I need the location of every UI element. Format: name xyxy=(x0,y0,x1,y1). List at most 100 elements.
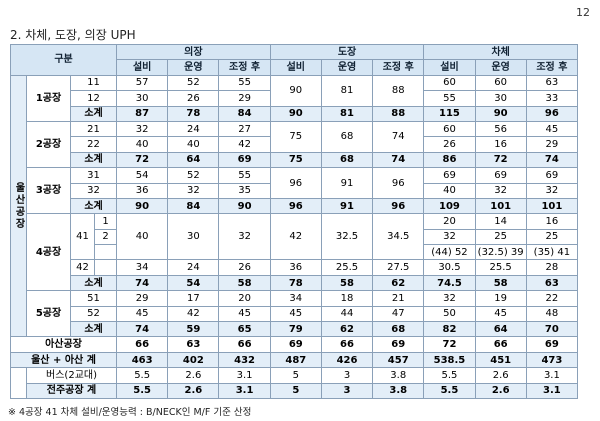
value-cell: 91 xyxy=(320,167,374,199)
value-cell: 30 xyxy=(116,90,169,107)
value-cell: 96 xyxy=(372,197,425,215)
value-cell: 66 xyxy=(218,336,271,353)
region-label: 울산공장 xyxy=(10,74,27,338)
value-cell: 66 xyxy=(320,336,374,353)
value-cell: 26 xyxy=(167,90,220,107)
value-cell: 32 xyxy=(218,213,271,261)
value-cell: 45 xyxy=(525,120,579,138)
value-cell: 60 xyxy=(474,74,527,92)
header-section: 도장 xyxy=(269,43,425,61)
value-cell: 3 xyxy=(320,367,374,384)
total-label: 울산 + 아산 계 xyxy=(9,351,118,369)
value-cell: 463 xyxy=(116,351,169,369)
line-row: 4공장 41 1 40 30 32 42 32.5 34.5 20 14 16 xyxy=(11,213,579,292)
value-cell: 473 xyxy=(525,351,579,369)
value-cell: 69 xyxy=(423,167,476,184)
value-cell: 55 xyxy=(218,74,271,92)
line-row: 2공장 21 32 24 27 75 68 74 60 56 45 xyxy=(11,120,579,169)
value-cell: 29 xyxy=(525,136,579,153)
jeonju-label: 버스(2교대) xyxy=(25,367,118,384)
value-cell: 5.5 xyxy=(116,382,169,399)
value-cell: 74 xyxy=(525,151,579,169)
value-cell: 2.6 xyxy=(474,367,527,384)
value-cell: 50 xyxy=(423,305,476,323)
subtotal-label: 소계 xyxy=(69,274,118,292)
line-label: 12 xyxy=(69,90,118,107)
value-cell: 40 xyxy=(167,136,220,153)
line-row: 32 36 32 35 40 32 32 xyxy=(11,182,579,199)
value-cell: 3.1 xyxy=(218,367,271,384)
value-cell: 457 xyxy=(372,351,425,369)
value-cell: 52 xyxy=(167,167,220,184)
value-cell: 25 xyxy=(525,228,579,246)
line-row: 12 30 26 29 55 30 33 xyxy=(11,90,579,107)
value-cell: 70 xyxy=(525,321,579,338)
value-cell: 101 xyxy=(525,197,579,215)
value-cell: 27.5 xyxy=(372,259,425,276)
sub-line-label: 2 xyxy=(93,228,118,246)
value-cell: 18 xyxy=(320,290,374,307)
value-cell: 5.5 xyxy=(423,382,476,399)
value-cell: 65 xyxy=(218,321,271,338)
value-cell: 52 xyxy=(167,74,220,92)
footnote: ※ 4공장 41 차체 설비/운영능력 : B/NECK인 M/F 기준 산정 xyxy=(8,407,252,418)
header-sub: 운영 xyxy=(167,59,220,76)
value-cell: 74 xyxy=(116,274,169,292)
header-sub: 운영 xyxy=(320,59,374,76)
value-cell: 32 xyxy=(423,290,476,307)
page-number: 12 xyxy=(576,6,590,19)
value-cell: 72 xyxy=(423,336,476,353)
value-cell: 68 xyxy=(320,151,374,169)
value-cell: 62 xyxy=(372,274,425,292)
value-cell: 538.5 xyxy=(423,351,476,369)
value-cell: 90 xyxy=(474,105,527,122)
sub-line-label: 1 xyxy=(93,213,118,230)
value-cell: 45 xyxy=(116,305,169,323)
value-cell: 75 xyxy=(269,151,322,169)
value-cell: 42 xyxy=(167,305,220,323)
value-cell: 58 xyxy=(320,274,374,292)
value-cell: 5 xyxy=(269,382,322,399)
line-label: 21 xyxy=(69,120,118,138)
value-cell: 44 xyxy=(320,305,374,323)
value-cell: 69 xyxy=(218,151,271,169)
value-cell: 87 xyxy=(116,105,169,122)
value-cell: (35) 41 xyxy=(525,244,579,261)
value-cell: 58 xyxy=(474,274,527,292)
line-label: 11 xyxy=(69,74,118,92)
value-cell: 32.5 xyxy=(320,213,374,261)
value-cell: 25.5 xyxy=(474,259,527,276)
value-cell: 32 xyxy=(116,120,169,138)
value-cell: 19 xyxy=(474,290,527,307)
value-cell: 34 xyxy=(116,259,169,276)
plant-name: 4공장 xyxy=(26,213,71,292)
asan-label: 아산공장 xyxy=(9,336,118,353)
value-cell: 68 xyxy=(320,120,374,153)
header-sub: 설비 xyxy=(423,59,476,76)
value-cell: 402 xyxy=(167,351,220,369)
plant-name: 3공장 xyxy=(26,167,71,215)
value-cell: 74.5 xyxy=(423,274,476,292)
value-cell: 60 xyxy=(423,74,476,92)
value-cell: 72 xyxy=(474,151,527,169)
value-cell: 101 xyxy=(474,197,527,215)
value-cell: 63 xyxy=(525,74,579,92)
value-cell: 88 xyxy=(372,74,425,107)
value-cell: 29 xyxy=(116,290,169,307)
header-group: 구분 xyxy=(9,44,118,76)
value-cell: 64 xyxy=(474,321,527,338)
value-cell: 32 xyxy=(474,182,527,199)
value-cell: 79 xyxy=(269,321,322,338)
value-cell: 20 xyxy=(423,213,476,230)
plant-name: 5공장 xyxy=(26,290,71,338)
subtotal-label: 소계 xyxy=(69,105,118,122)
header-section: 차체 xyxy=(423,43,578,61)
value-cell: 25 xyxy=(474,228,527,246)
value-cell: 62 xyxy=(320,321,374,338)
value-cell: (44) 52 xyxy=(423,244,476,261)
value-cell: 30.5 xyxy=(423,259,476,276)
value-cell: 74 xyxy=(372,120,425,153)
line-label: 32 xyxy=(69,182,118,199)
header-sub: 조정 후 xyxy=(218,59,271,76)
